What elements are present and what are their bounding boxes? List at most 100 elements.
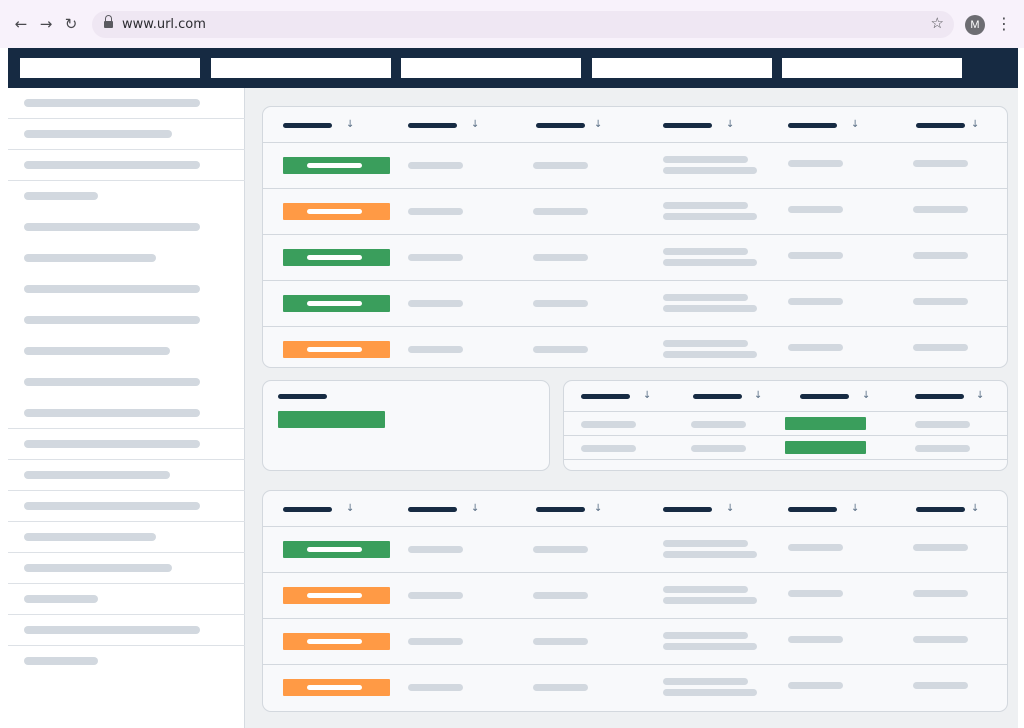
sidebar-item[interactable] — [8, 243, 245, 274]
sidebar-item-label — [24, 347, 170, 355]
column-header[interactable]: ↓ — [915, 381, 1005, 411]
sidebar-item-label — [24, 502, 200, 510]
sort-arrow-icon[interactable]: ↓ — [346, 502, 355, 514]
column-header[interactable]: ↓ — [693, 381, 783, 411]
sidebar-item-label — [24, 285, 200, 293]
table-row[interactable] — [564, 412, 1007, 436]
column-header-label — [788, 506, 837, 512]
column-header[interactable]: ↓ — [536, 107, 646, 142]
table-row[interactable] — [263, 619, 1007, 665]
column-header[interactable]: ↓ — [581, 381, 671, 411]
column-header[interactable]: ↓ — [916, 491, 1007, 526]
sort-arrow-icon[interactable]: ↓ — [971, 502, 980, 514]
table-row[interactable] — [564, 436, 1007, 460]
sort-arrow-icon[interactable]: ↓ — [643, 390, 652, 401]
table-row[interactable] — [263, 573, 1007, 619]
sidebar-item[interactable] — [8, 305, 245, 336]
top-nav-tab-4[interactable] — [592, 58, 772, 78]
sidebar-item[interactable] — [8, 398, 245, 429]
top-nav-tab-5[interactable] — [782, 58, 962, 78]
sort-arrow-icon[interactable]: ↓ — [971, 118, 980, 130]
table-cell — [533, 254, 588, 261]
summary-card-title — [278, 394, 327, 399]
sort-arrow-icon[interactable]: ↓ — [471, 118, 480, 130]
star-icon[interactable]: ☆ — [930, 14, 944, 32]
sort-arrow-icon[interactable]: ↓ — [851, 118, 860, 130]
sidebar-item[interactable] — [8, 429, 245, 460]
top-nav-tab-1[interactable] — [20, 58, 200, 78]
sidebar-item[interactable] — [8, 491, 245, 522]
column-header[interactable]: ↓ — [408, 491, 518, 526]
table-row[interactable] — [263, 189, 1007, 235]
sort-arrow-icon[interactable]: ↓ — [594, 502, 603, 514]
reload-icon[interactable]: ↻ — [64, 15, 78, 33]
sidebar-item[interactable] — [8, 646, 245, 677]
sort-arrow-icon[interactable]: ↓ — [726, 118, 735, 130]
column-header[interactable]: ↓ — [800, 381, 890, 411]
sidebar-item[interactable] — [8, 522, 245, 553]
table-cell — [788, 252, 843, 259]
table-header-row: ↓ ↓ ↓ ↓ — [564, 381, 1007, 412]
table-row[interactable] — [263, 527, 1007, 573]
sort-arrow-icon[interactable]: ↓ — [851, 502, 860, 514]
table-cell — [533, 208, 588, 215]
status-badge-label — [307, 593, 362, 598]
status-badge-label — [307, 163, 362, 168]
column-header[interactable]: ↓ — [663, 491, 773, 526]
sidebar-item[interactable] — [8, 119, 245, 150]
sidebar-item[interactable] — [8, 212, 245, 243]
arrow-left-icon[interactable]: ← — [14, 15, 28, 33]
column-header[interactable]: ↓ — [408, 107, 518, 142]
table-cell — [788, 206, 843, 213]
sidebar-item[interactable] — [8, 150, 245, 181]
sort-arrow-icon[interactable]: ↓ — [754, 390, 763, 401]
sidebar-item[interactable] — [8, 584, 245, 615]
data-table-bottom: ↓ ↓ ↓ ↓ ↓ ↓ — [262, 490, 1008, 712]
sidebar-item[interactable] — [8, 336, 245, 367]
top-nav-tab-2[interactable] — [211, 58, 391, 78]
sort-arrow-icon[interactable]: ↓ — [726, 502, 735, 514]
column-header[interactable]: ↓ — [283, 491, 393, 526]
table-row[interactable] — [263, 327, 1007, 367]
sidebar-item[interactable] — [8, 553, 245, 584]
table-cell-line-2 — [663, 259, 757, 266]
sidebar-item[interactable] — [8, 274, 245, 305]
column-header[interactable]: ↓ — [536, 491, 646, 526]
avatar[interactable]: M — [965, 15, 985, 35]
column-header-label — [283, 122, 332, 128]
status-badge — [283, 341, 390, 358]
sort-arrow-icon[interactable]: ↓ — [976, 390, 985, 401]
column-header[interactable]: ↓ — [916, 107, 1007, 142]
table-cell — [691, 421, 746, 428]
sidebar-item[interactable] — [8, 181, 245, 212]
sidebar-item[interactable] — [8, 615, 245, 646]
column-header-label — [916, 122, 965, 128]
column-header[interactable]: ↓ — [663, 107, 773, 142]
table-row[interactable] — [263, 143, 1007, 189]
address-bar[interactable]: www.url.com ☆ — [92, 11, 954, 38]
column-header-label — [581, 394, 630, 399]
table-row[interactable] — [263, 281, 1007, 327]
column-header[interactable]: ↓ — [283, 107, 393, 142]
table-cell-line-2 — [663, 643, 757, 650]
sort-arrow-icon[interactable]: ↓ — [471, 502, 480, 514]
sidebar-item[interactable] — [8, 460, 245, 491]
top-nav-tab-3[interactable] — [401, 58, 581, 78]
column-header[interactable]: ↓ — [788, 107, 898, 142]
table-cell — [533, 546, 588, 553]
url-text[interactable]: www.url.com — [122, 17, 206, 32]
sidebar-item-label — [24, 657, 98, 665]
table-row[interactable] — [263, 665, 1007, 711]
sidebar-item[interactable] — [8, 367, 245, 398]
table-row[interactable] — [263, 235, 1007, 281]
column-header[interactable]: ↓ — [788, 491, 898, 526]
table-cell — [913, 682, 968, 689]
sort-arrow-icon[interactable]: ↓ — [594, 118, 603, 130]
sidebar-item[interactable] — [8, 88, 245, 119]
column-header-label — [663, 506, 712, 512]
arrow-right-icon[interactable]: → — [39, 15, 53, 33]
more-options-icon[interactable]: ⋮ — [996, 14, 1012, 33]
sort-arrow-icon[interactable]: ↓ — [346, 118, 355, 130]
sort-arrow-icon[interactable]: ↓ — [862, 390, 871, 401]
status-badge — [283, 679, 390, 696]
